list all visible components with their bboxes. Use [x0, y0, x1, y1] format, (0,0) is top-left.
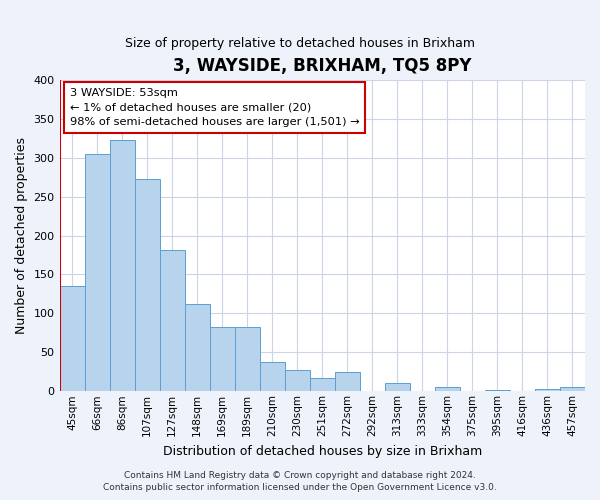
Bar	[110, 140, 134, 392]
Y-axis label: Number of detached properties: Number of detached properties	[15, 137, 28, 334]
Title: 3, WAYSIDE, BRIXHAM, TQ5 8PY: 3, WAYSIDE, BRIXHAM, TQ5 8PY	[173, 58, 472, 76]
Bar	[485, 390, 510, 392]
Bar	[435, 388, 460, 392]
Text: Size of property relative to detached houses in Brixham: Size of property relative to detached ho…	[125, 38, 475, 51]
Bar	[535, 389, 560, 392]
Bar	[385, 382, 410, 392]
X-axis label: Distribution of detached houses by size in Brixham: Distribution of detached houses by size …	[163, 444, 482, 458]
Bar	[185, 304, 209, 392]
Bar	[560, 388, 585, 392]
Text: 3 WAYSIDE: 53sqm
← 1% of detached houses are smaller (20)
98% of semi-detached h: 3 WAYSIDE: 53sqm ← 1% of detached houses…	[70, 88, 359, 127]
Bar	[134, 180, 160, 392]
Bar	[160, 250, 185, 392]
Bar	[59, 286, 85, 392]
Bar	[85, 154, 110, 392]
Text: Contains HM Land Registry data © Crown copyright and database right 2024.
Contai: Contains HM Land Registry data © Crown c…	[103, 471, 497, 492]
Bar	[310, 378, 335, 392]
Bar	[285, 370, 310, 392]
Bar	[235, 326, 260, 392]
Bar	[335, 372, 360, 392]
Bar	[260, 362, 285, 392]
Bar	[209, 326, 235, 392]
